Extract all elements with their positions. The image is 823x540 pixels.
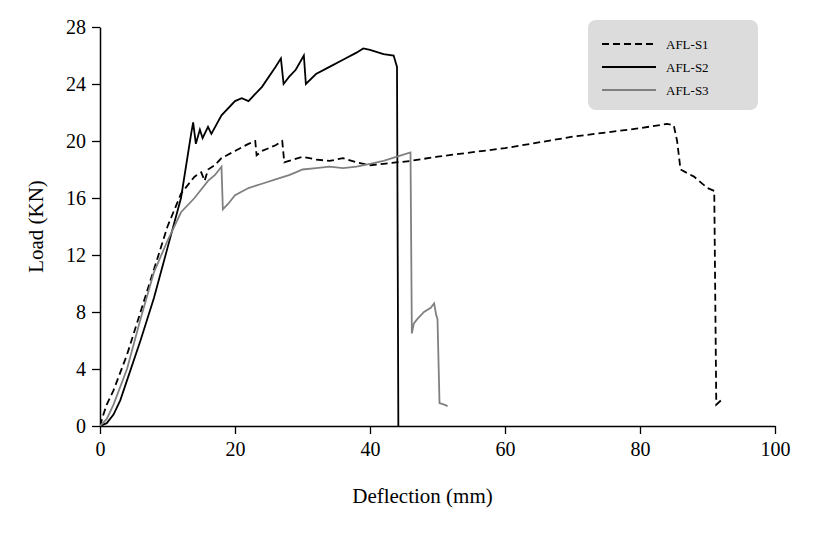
series-line [100, 152, 448, 426]
legend-box [588, 20, 758, 110]
y-axis-title: Load (KN) [24, 180, 48, 273]
chart: 0 20 40 60 80 100 0 4 8 12 16 20 24 28 Deflection (mm)… [0, 0, 823, 540]
plot: 0 20 40 60 80 100 0 4 8 12 16 20 24 28 [66, 16, 791, 460]
y-tick-mark [92, 426, 100, 427]
y-tick: 16 [66, 187, 100, 209]
y-tick: 4 [76, 358, 100, 380]
y-axis-line [100, 28, 102, 427]
x-tick-mark [370, 426, 371, 434]
y-axis: 0 4 8 12 16 20 24 28 [66, 16, 101, 437]
x-tick-label: 20 [226, 438, 246, 460]
x-tick-label: 60 [496, 438, 516, 460]
y-tick-label: 0 [76, 415, 86, 437]
x-axis-title: Deflection (mm) [352, 484, 493, 508]
x-tick-label: 80 [631, 438, 651, 460]
x-tick: 80 [631, 426, 651, 460]
x-axis-line [101, 426, 776, 428]
legend-label: AFL-S1 [666, 37, 709, 52]
y-tick: 24 [66, 73, 100, 95]
legend-swatch [602, 43, 656, 45]
y-tick-label: 28 [66, 16, 86, 38]
y-tick: 28 [66, 16, 100, 38]
x-tick-mark [640, 426, 641, 434]
legend: AFL-S1 AFL-S2 AFL-S3 [588, 20, 758, 110]
series-line [100, 124, 721, 426]
y-tick-label: 20 [66, 130, 86, 152]
legend-label: AFL-S2 [666, 60, 709, 75]
x-tick-label: 100 [761, 438, 791, 460]
x-tick-label: 40 [361, 438, 381, 460]
legend-swatch [602, 66, 656, 68]
y-tick-mark [92, 369, 100, 370]
x-tick: 40 [361, 426, 381, 460]
y-tick: 12 [66, 244, 100, 266]
x-tick-mark [100, 426, 101, 434]
y-tick: 0 [76, 415, 100, 437]
y-tick-mark [92, 27, 100, 28]
legend-swatch [602, 89, 656, 91]
y-tick-label: 24 [66, 73, 86, 95]
x-tick-mark [775, 426, 776, 434]
legend-label: AFL-S3 [666, 83, 709, 98]
y-tick-mark [92, 84, 100, 85]
x-tick: 20 [226, 426, 246, 460]
y-tick-mark [92, 312, 100, 313]
x-tick-mark [235, 426, 236, 434]
y-tick: 8 [76, 301, 100, 323]
x-axis: 0 20 40 60 80 100 [96, 426, 791, 460]
x-tick: 0 [96, 426, 106, 460]
x-tick-mark [505, 426, 506, 434]
y-tick-label: 8 [76, 301, 86, 323]
y-tick-label: 16 [66, 187, 86, 209]
x-tick: 100 [761, 426, 791, 460]
y-tick-label: 12 [66, 244, 86, 266]
y-tick-mark [92, 198, 100, 199]
x-tick-label: 0 [96, 438, 106, 460]
y-tick-mark [92, 255, 100, 256]
series-line [100, 48, 398, 426]
x-tick: 60 [496, 426, 516, 460]
y-tick-label: 4 [76, 358, 86, 380]
y-tick: 20 [66, 130, 100, 152]
y-tick-mark [92, 141, 100, 142]
